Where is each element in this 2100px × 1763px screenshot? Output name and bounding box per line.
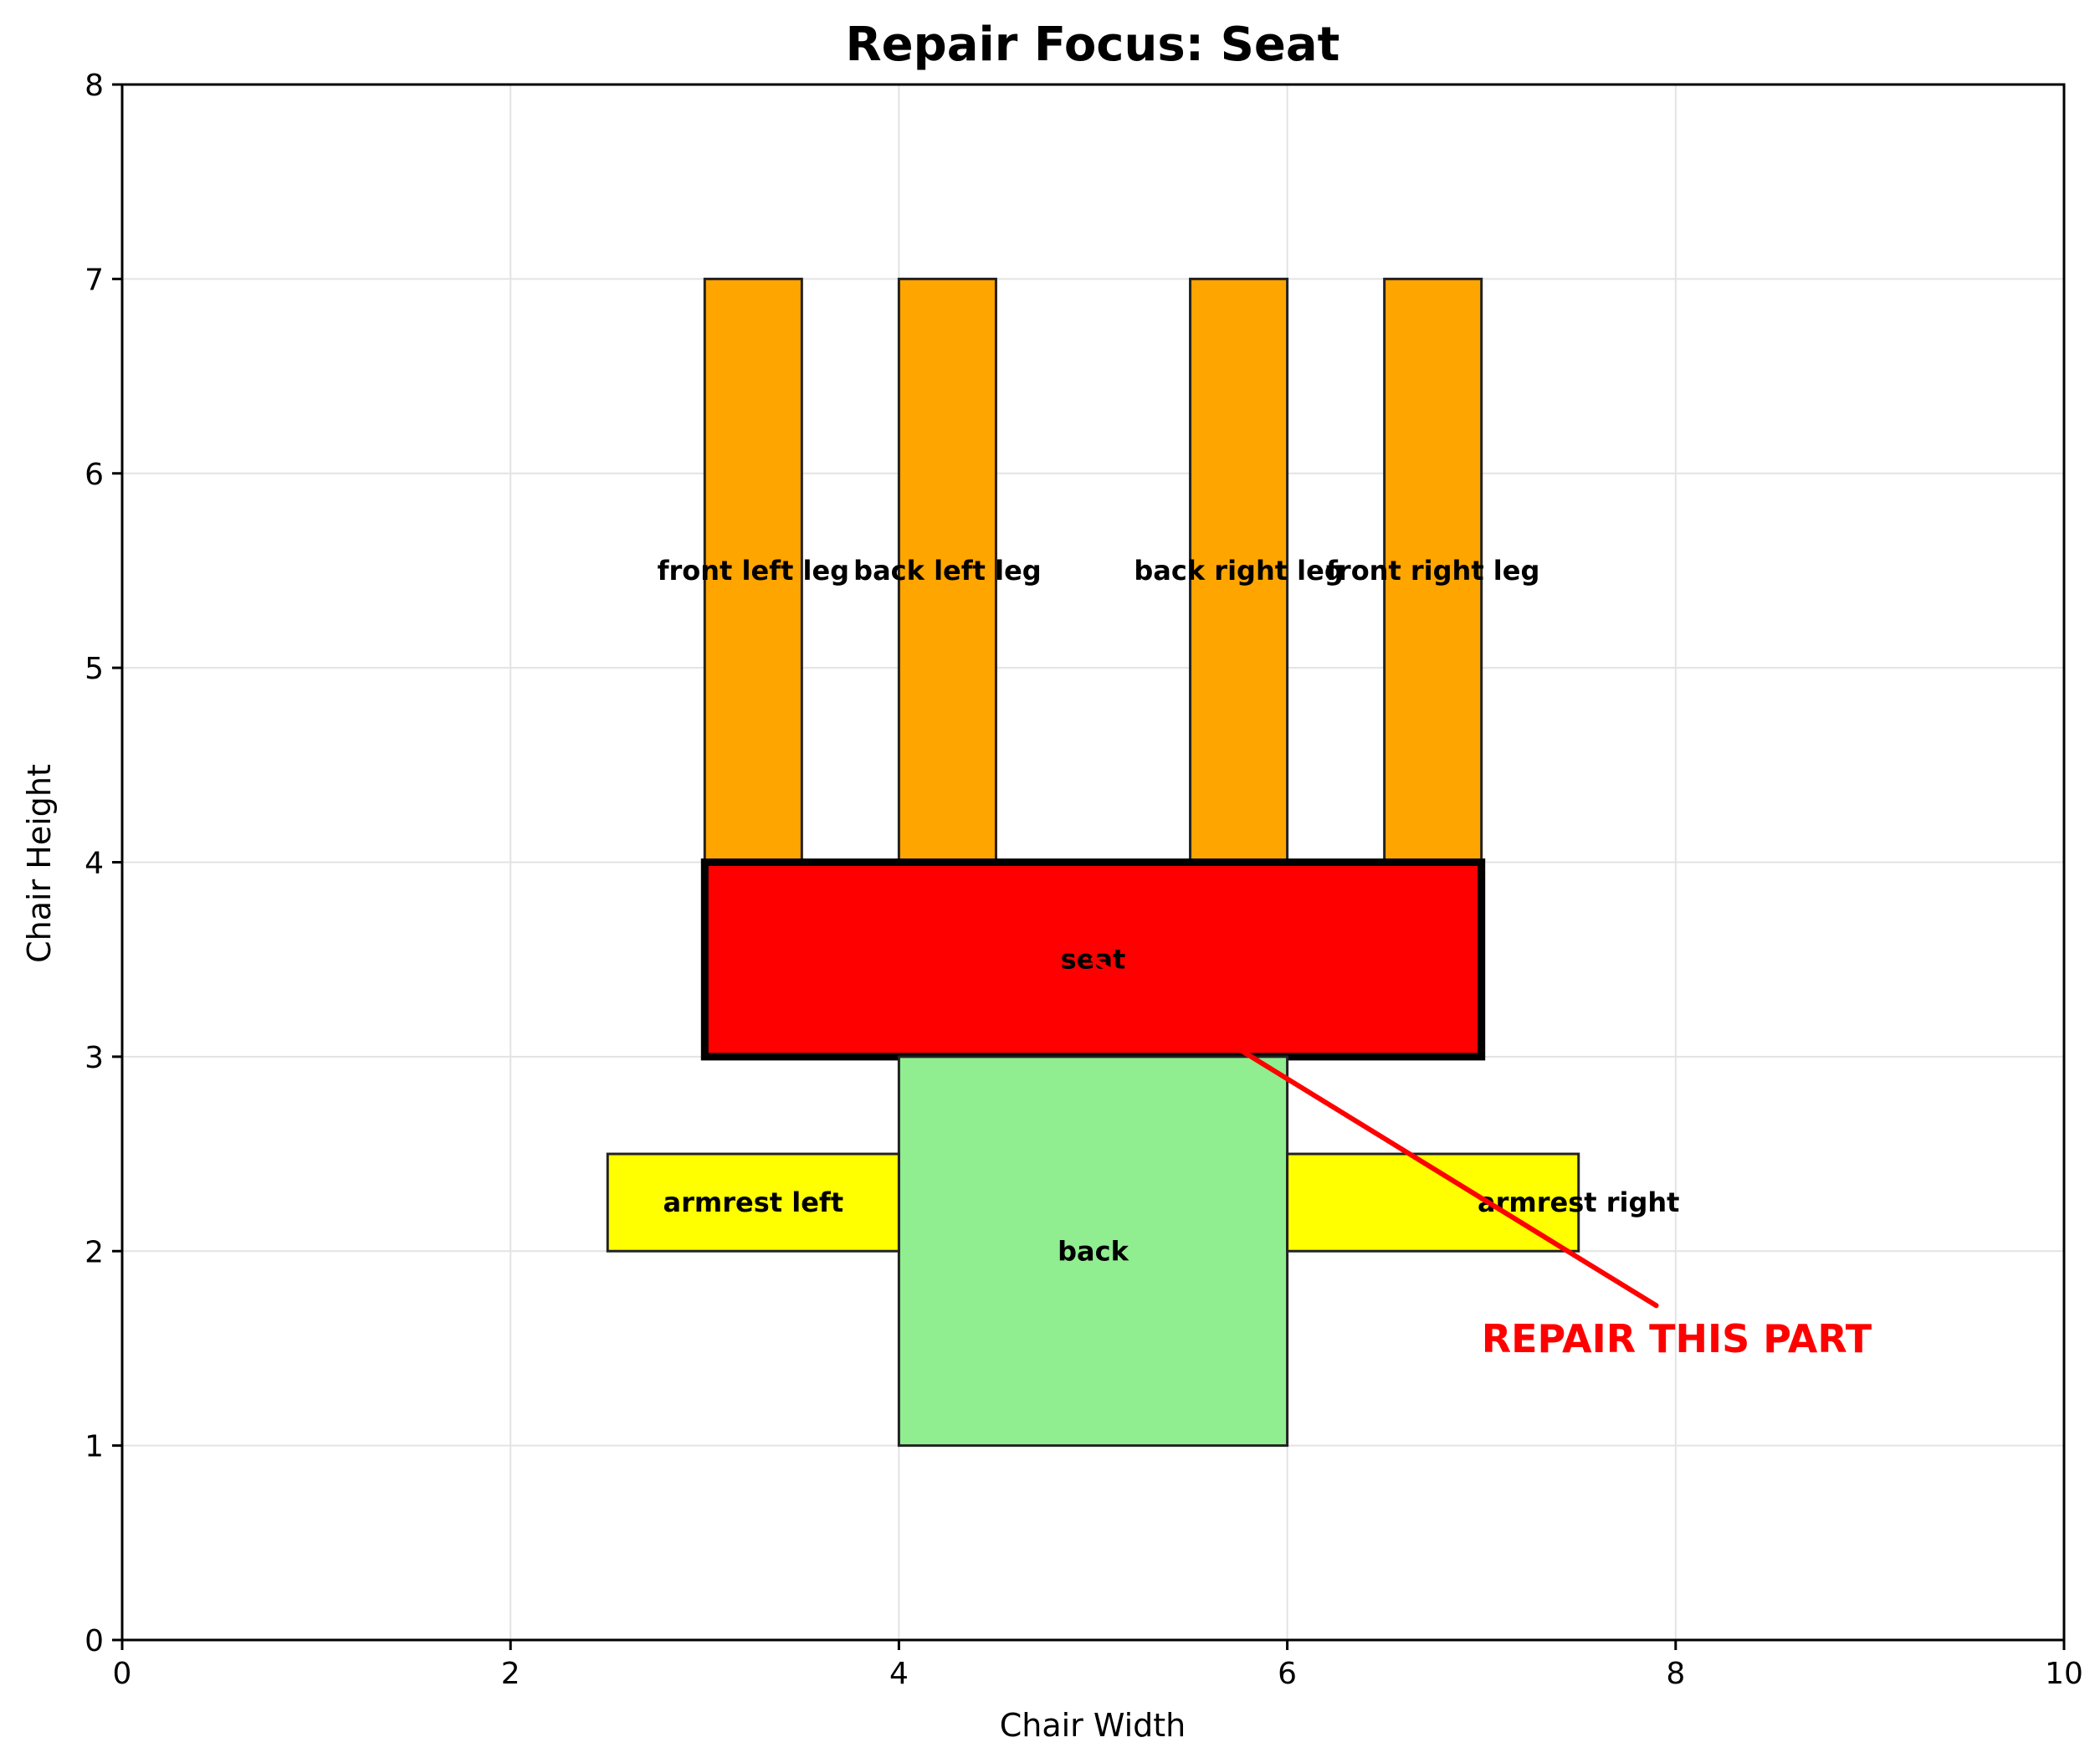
part-label-back: back bbox=[1058, 1235, 1129, 1267]
y-tick-label: 5 bbox=[85, 652, 104, 686]
y-tick-label: 6 bbox=[85, 458, 104, 492]
y-tick-label: 7 bbox=[85, 263, 104, 297]
chair-parts: front left leg back left leg back right le… bbox=[606, 277, 1679, 1448]
part-back-left-leg bbox=[897, 277, 997, 864]
part-label-back-right-leg: back right leg bbox=[1134, 555, 1343, 587]
part-label-armrest-right: armrest right bbox=[1478, 1186, 1679, 1218]
x-tick-label: 8 bbox=[1666, 1657, 1685, 1691]
y-tick-label: 1 bbox=[85, 1430, 104, 1464]
part-label-front-right-leg: front right leg bbox=[1326, 555, 1539, 587]
chart-title: Repair Focus: Seat bbox=[846, 18, 1340, 72]
x-tick-label: 4 bbox=[889, 1657, 909, 1691]
part-front-right-leg bbox=[1383, 277, 1483, 864]
y-tick-label: 2 bbox=[85, 1235, 104, 1269]
part-label-front-left-leg: front left leg bbox=[658, 555, 850, 587]
y-tick-label: 8 bbox=[85, 69, 104, 103]
part-label-armrest-left: armrest left bbox=[663, 1186, 844, 1218]
x-tick-label: 6 bbox=[1278, 1657, 1297, 1691]
part-back bbox=[897, 1055, 1289, 1448]
y-axis-label: Chair Height bbox=[21, 764, 58, 963]
y-tick-label: 3 bbox=[85, 1041, 104, 1075]
x-tick-label: 0 bbox=[113, 1657, 132, 1691]
annotation-arrow bbox=[1090, 956, 1659, 1309]
y-tick-label: 0 bbox=[85, 1624, 104, 1658]
part-label-back-left-leg: back left leg bbox=[853, 555, 1042, 587]
x-tick-label: 10 bbox=[2045, 1657, 2083, 1691]
repair-annotation: REPAIR THIS PART bbox=[1090, 956, 1872, 1361]
y-tick-label: 4 bbox=[85, 847, 104, 881]
part-back-right-leg bbox=[1189, 277, 1289, 864]
part-armrest-left bbox=[606, 1152, 900, 1253]
part-front-left-leg bbox=[703, 277, 803, 864]
x-tick-label: 2 bbox=[501, 1657, 520, 1691]
axis-ticks: 0 2 4 6 8 10 0 1 2 3 4 5 6 7 8 bbox=[85, 69, 2083, 1691]
annotation-text: REPAIR THIS PART bbox=[1482, 1316, 1872, 1361]
x-axis-label: Chair Width bbox=[1000, 1707, 1186, 1744]
